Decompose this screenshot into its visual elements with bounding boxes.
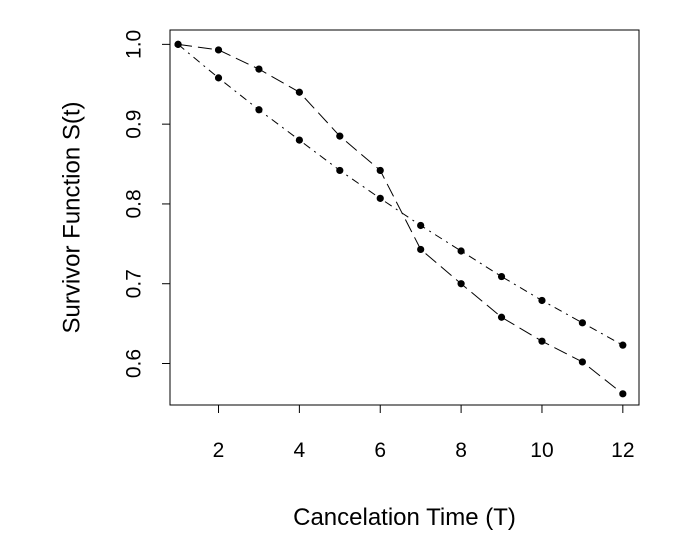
x-tick-label-10: 10 [530, 439, 553, 462]
series-1-point-3 [255, 65, 263, 73]
series-layer [174, 40, 627, 398]
series-2-point-10 [538, 296, 546, 305]
y-tick-label-0.6: 0.6 [123, 349, 146, 378]
series-1-point-8 [457, 280, 465, 288]
y-tick-label-0.9: 0.9 [123, 110, 146, 139]
x-tick-label-12: 12 [611, 439, 634, 462]
series-2-point-9 [497, 272, 506, 281]
series-2-point-8 [457, 247, 465, 255]
series-1-line [178, 43, 624, 395]
series-1-point-9 [497, 313, 506, 321]
series-1-point-12 [619, 390, 627, 398]
y-axis-title: Survivor Function S(t) [59, 101, 86, 333]
series-2-point-5 [336, 166, 344, 175]
series-2-point-12 [619, 341, 627, 349]
series-1-point-2 [214, 46, 223, 54]
series-1-point-7 [417, 245, 425, 254]
x-tick-label-4: 4 [294, 439, 306, 462]
y-axis: 0.6 0.7 0.8 0.9 1.0 [123, 30, 170, 378]
y-tick-label-0.7: 0.7 [123, 269, 146, 298]
series-2-point-11 [578, 319, 586, 327]
y-tick-label-0.8: 0.8 [123, 189, 146, 218]
series-2-point-2 [214, 74, 223, 82]
series-1-point-5 [336, 132, 344, 140]
series-1-point-6 [376, 166, 384, 175]
series-1-point-11 [578, 358, 586, 366]
series-2-point-4 [295, 136, 303, 144]
plot-frame [169, 29, 640, 406]
y-tick-label-1: 1.0 [123, 30, 146, 59]
series-2-point-3 [255, 106, 263, 114]
x-tick-label-2: 2 [213, 439, 225, 462]
series-2-point-7 [417, 221, 425, 230]
x-tick-label-6: 6 [374, 439, 386, 462]
series-2-point-1 [174, 40, 182, 48]
series-2-point-6 [376, 194, 384, 202]
series-1-point-4 [295, 88, 303, 96]
series-1-point-10 [538, 337, 546, 345]
x-axis: 2 4 6 8 10 12 [213, 405, 635, 462]
series-2-line [177, 44, 624, 346]
x-axis-title: Cancelation Time (T) [293, 504, 516, 531]
x-tick-label-8: 8 [455, 439, 467, 462]
